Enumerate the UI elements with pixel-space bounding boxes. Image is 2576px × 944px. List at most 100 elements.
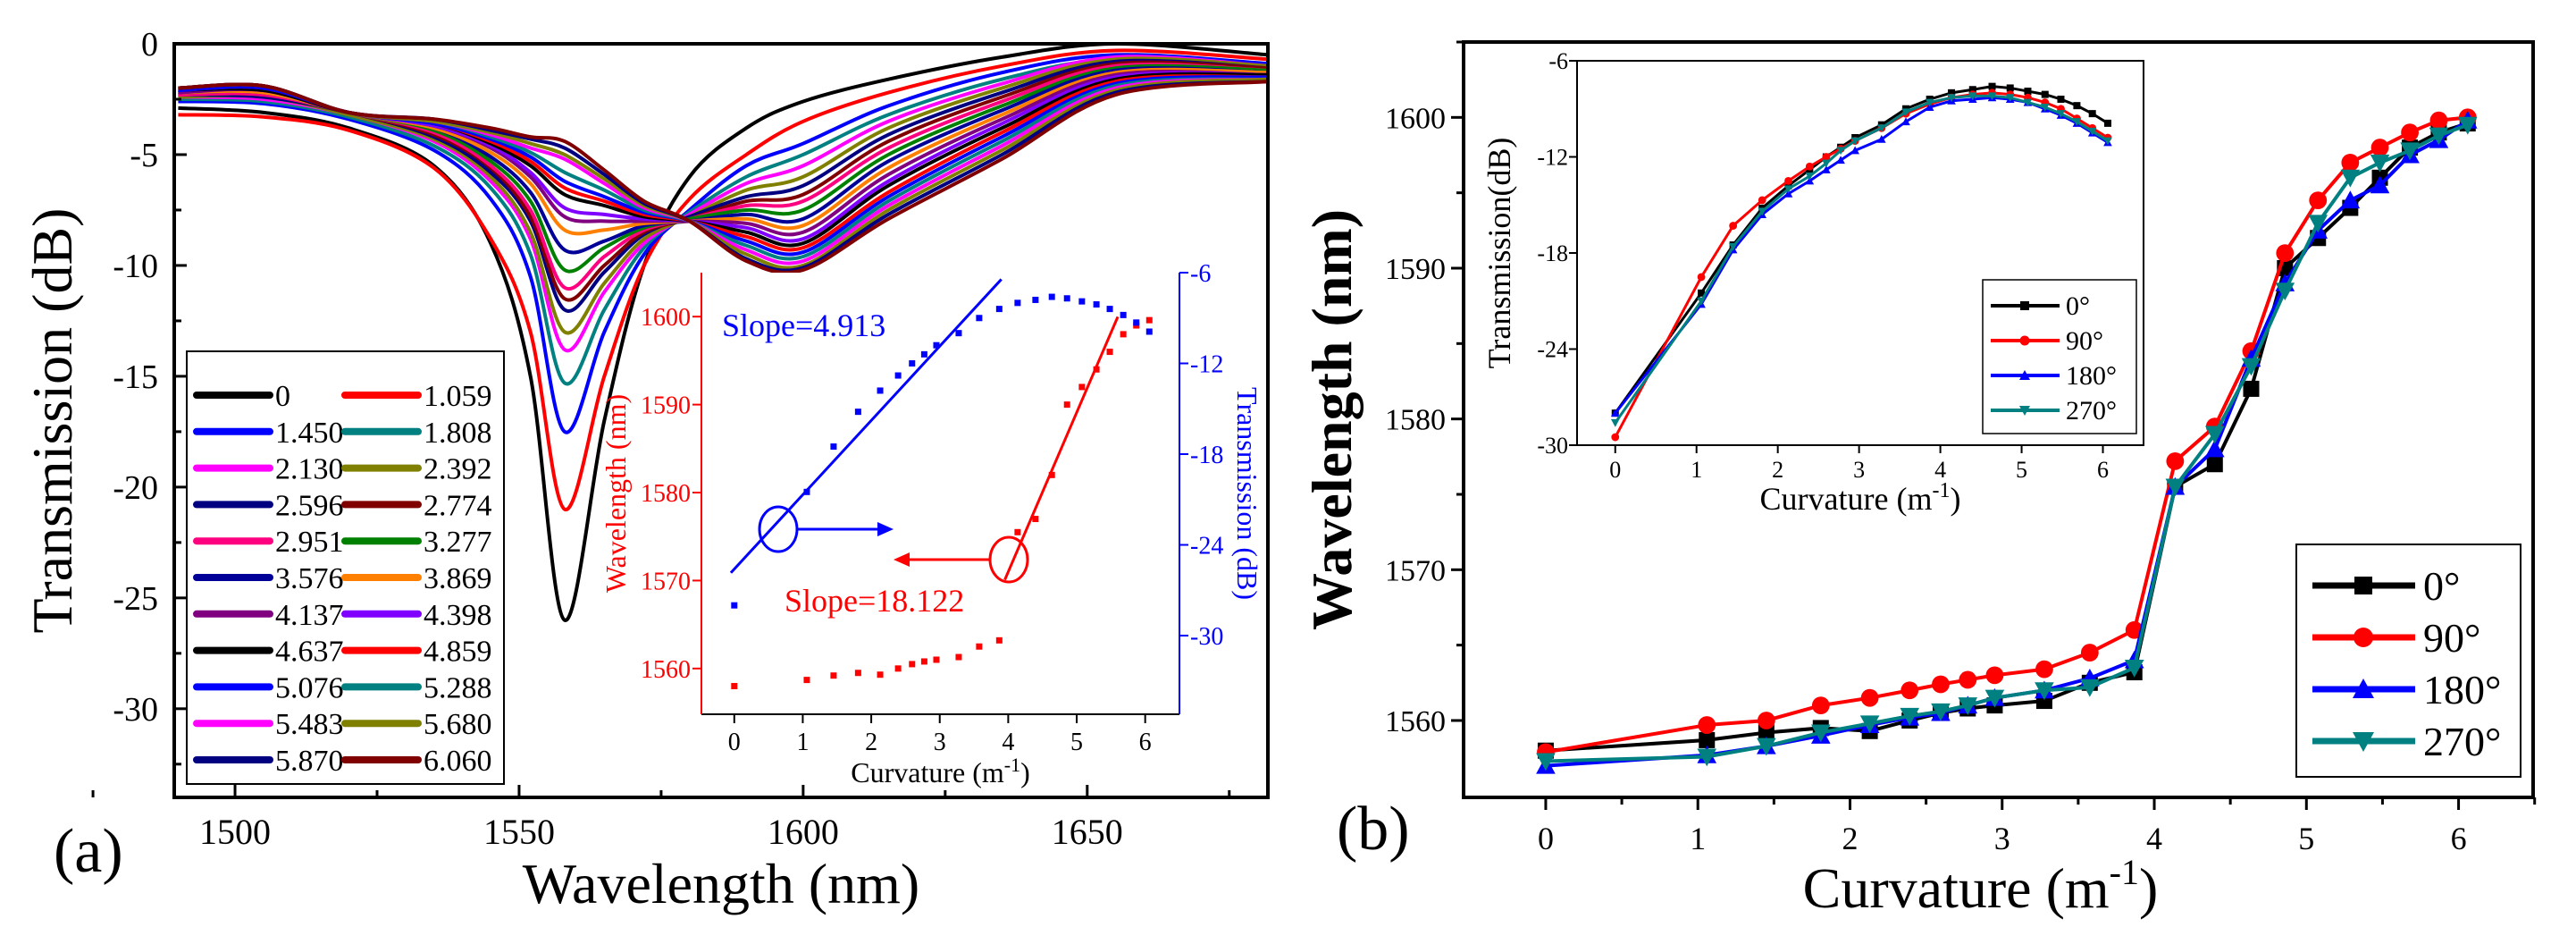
data-point [2124,659,2144,678]
inset-right-tick-label: -18 [1190,442,1223,469]
inset-wavelength-point [830,672,837,679]
inset-data-point [1822,153,1831,161]
inset-right-tick-label: -6 [1190,260,1211,288]
data-point [1984,689,2005,708]
legend-label: 5.288 [424,671,492,704]
inset-wavelength-point [731,683,738,690]
inset-x-tick-label: 2 [1772,457,1783,483]
inset-transmission-point [909,360,916,367]
legend: 0 1.059 1.450 1.808 2.130 2.392 2.596 2.774 2.95… [186,350,505,785]
inset-data-point [2073,102,2081,110]
inset-transmission-point [1093,301,1100,308]
inset-x-label-close: ) [1020,756,1030,788]
series-line [1545,122,2469,763]
data-point [2206,456,2223,473]
inset-transmission-point [1048,293,1055,300]
inset-y-tick-label: -12 [1537,145,1568,171]
legend-label: 5.076 [275,671,344,704]
y-tick-label: -10 [113,248,158,285]
data-point [1931,703,1951,721]
inset-left-axis-label: Wavelength (nm) [600,394,632,593]
inset-data-point [1783,189,1793,198]
inset-y-axis-label: Transmission(dB) [1481,138,1517,369]
data-point [2080,678,2100,697]
inset-data-point [1758,196,1766,205]
panel-label-a: (a) [54,817,123,886]
inset-data-point [2040,103,2050,112]
inset-data-point [1783,185,1793,194]
y-axis-label: Transmission (dB) [21,208,84,634]
series-90° [1537,108,2477,762]
inset-data-point [1836,156,1845,164]
spectrum-line-6.060 [178,80,1270,274]
x-tick-label: 4 [2146,821,2162,856]
legend-label: 90° [2423,615,2480,661]
inset-transmission-point [955,330,962,337]
data-point [1536,753,1556,771]
x-tick-label: 1550 [483,812,555,852]
inset-wavelength-point [877,671,884,678]
inset-series-270° [1610,92,2112,427]
data-point [1810,724,1831,743]
arrowhead-blue [877,522,894,536]
data-point [2308,215,2328,233]
x-tick-label: 1500 [199,812,271,852]
plot-frame [172,42,1270,799]
data-point [2204,426,2225,444]
inset-wavelength-point [1120,331,1127,338]
legend-label: 5.870 [275,745,344,778]
inset-data-point [1901,117,1910,126]
legend-label: 2.774 [424,489,492,522]
legend-marker [2353,732,2374,752]
inset-transmission-point [1145,328,1153,335]
inset-right-axis-label: Transmission (dB) [1231,387,1263,600]
spectrum-line-0 [178,41,1270,622]
inset-transmission-point [877,387,884,394]
inset-data-point [1610,409,1620,417]
inset-x-tick-label: 3 [934,729,946,756]
inset-transmission-point [1032,296,1039,303]
inset-transmission-point [894,372,902,379]
series-line [1545,115,2468,754]
y-tick-label: -20 [113,469,158,507]
inset-legend-marker [2019,335,2030,346]
inset-data-point [1988,82,1996,90]
slope-annotation-red: Slope=18.122 [785,583,964,619]
legend-label: 0 [275,380,290,413]
data-point [2370,175,2390,194]
inset-x-tick-label: 0 [1609,457,1621,483]
inset-data-point [1822,165,1831,173]
data-point [2340,169,2361,188]
x-label-sup: -1 [2110,852,2139,892]
inset-wavelength-point [1032,516,1039,523]
data-point [1757,712,1775,729]
inset-legend: 0° 90° 180° 270° [1982,279,2137,434]
spectrum-line-1.450 [178,53,1270,434]
arrowhead-red [894,552,910,567]
panel-a: 1500 1550 1600 16500-5-10-15-20-25-30Wavele… [21,26,1270,915]
inset-data-point [1850,146,1859,155]
inset-data-point [1728,242,1738,251]
inset-x-axis-label: Curvature (m-1) [851,754,1029,788]
inset-series-line [1614,96,2109,415]
y-tick-label: -25 [113,580,158,618]
inset-data-point [2006,84,2014,92]
inset-data-point [1805,173,1815,181]
inset-transmission-point [1078,298,1086,305]
legend-label: 3.576 [275,562,344,595]
inset-data-point [2103,137,2112,146]
inset-wavelength-point [1145,316,1153,324]
legend-label: 2.130 [275,453,344,486]
inset-x-axis-label: Curvature (m-1) [1760,479,1961,517]
data-point [2457,116,2478,135]
inset-data-point [2057,96,2065,103]
data-point [2401,123,2419,142]
inset-fit-line [729,278,1003,574]
data-point [2341,154,2360,172]
legend-marker [2354,577,2372,594]
data-point [2035,682,2054,701]
inset-wavelength-point [854,670,861,677]
spectrum-line-2.392 [178,56,1270,335]
inset-y-tick-label: -30 [1537,433,1568,459]
